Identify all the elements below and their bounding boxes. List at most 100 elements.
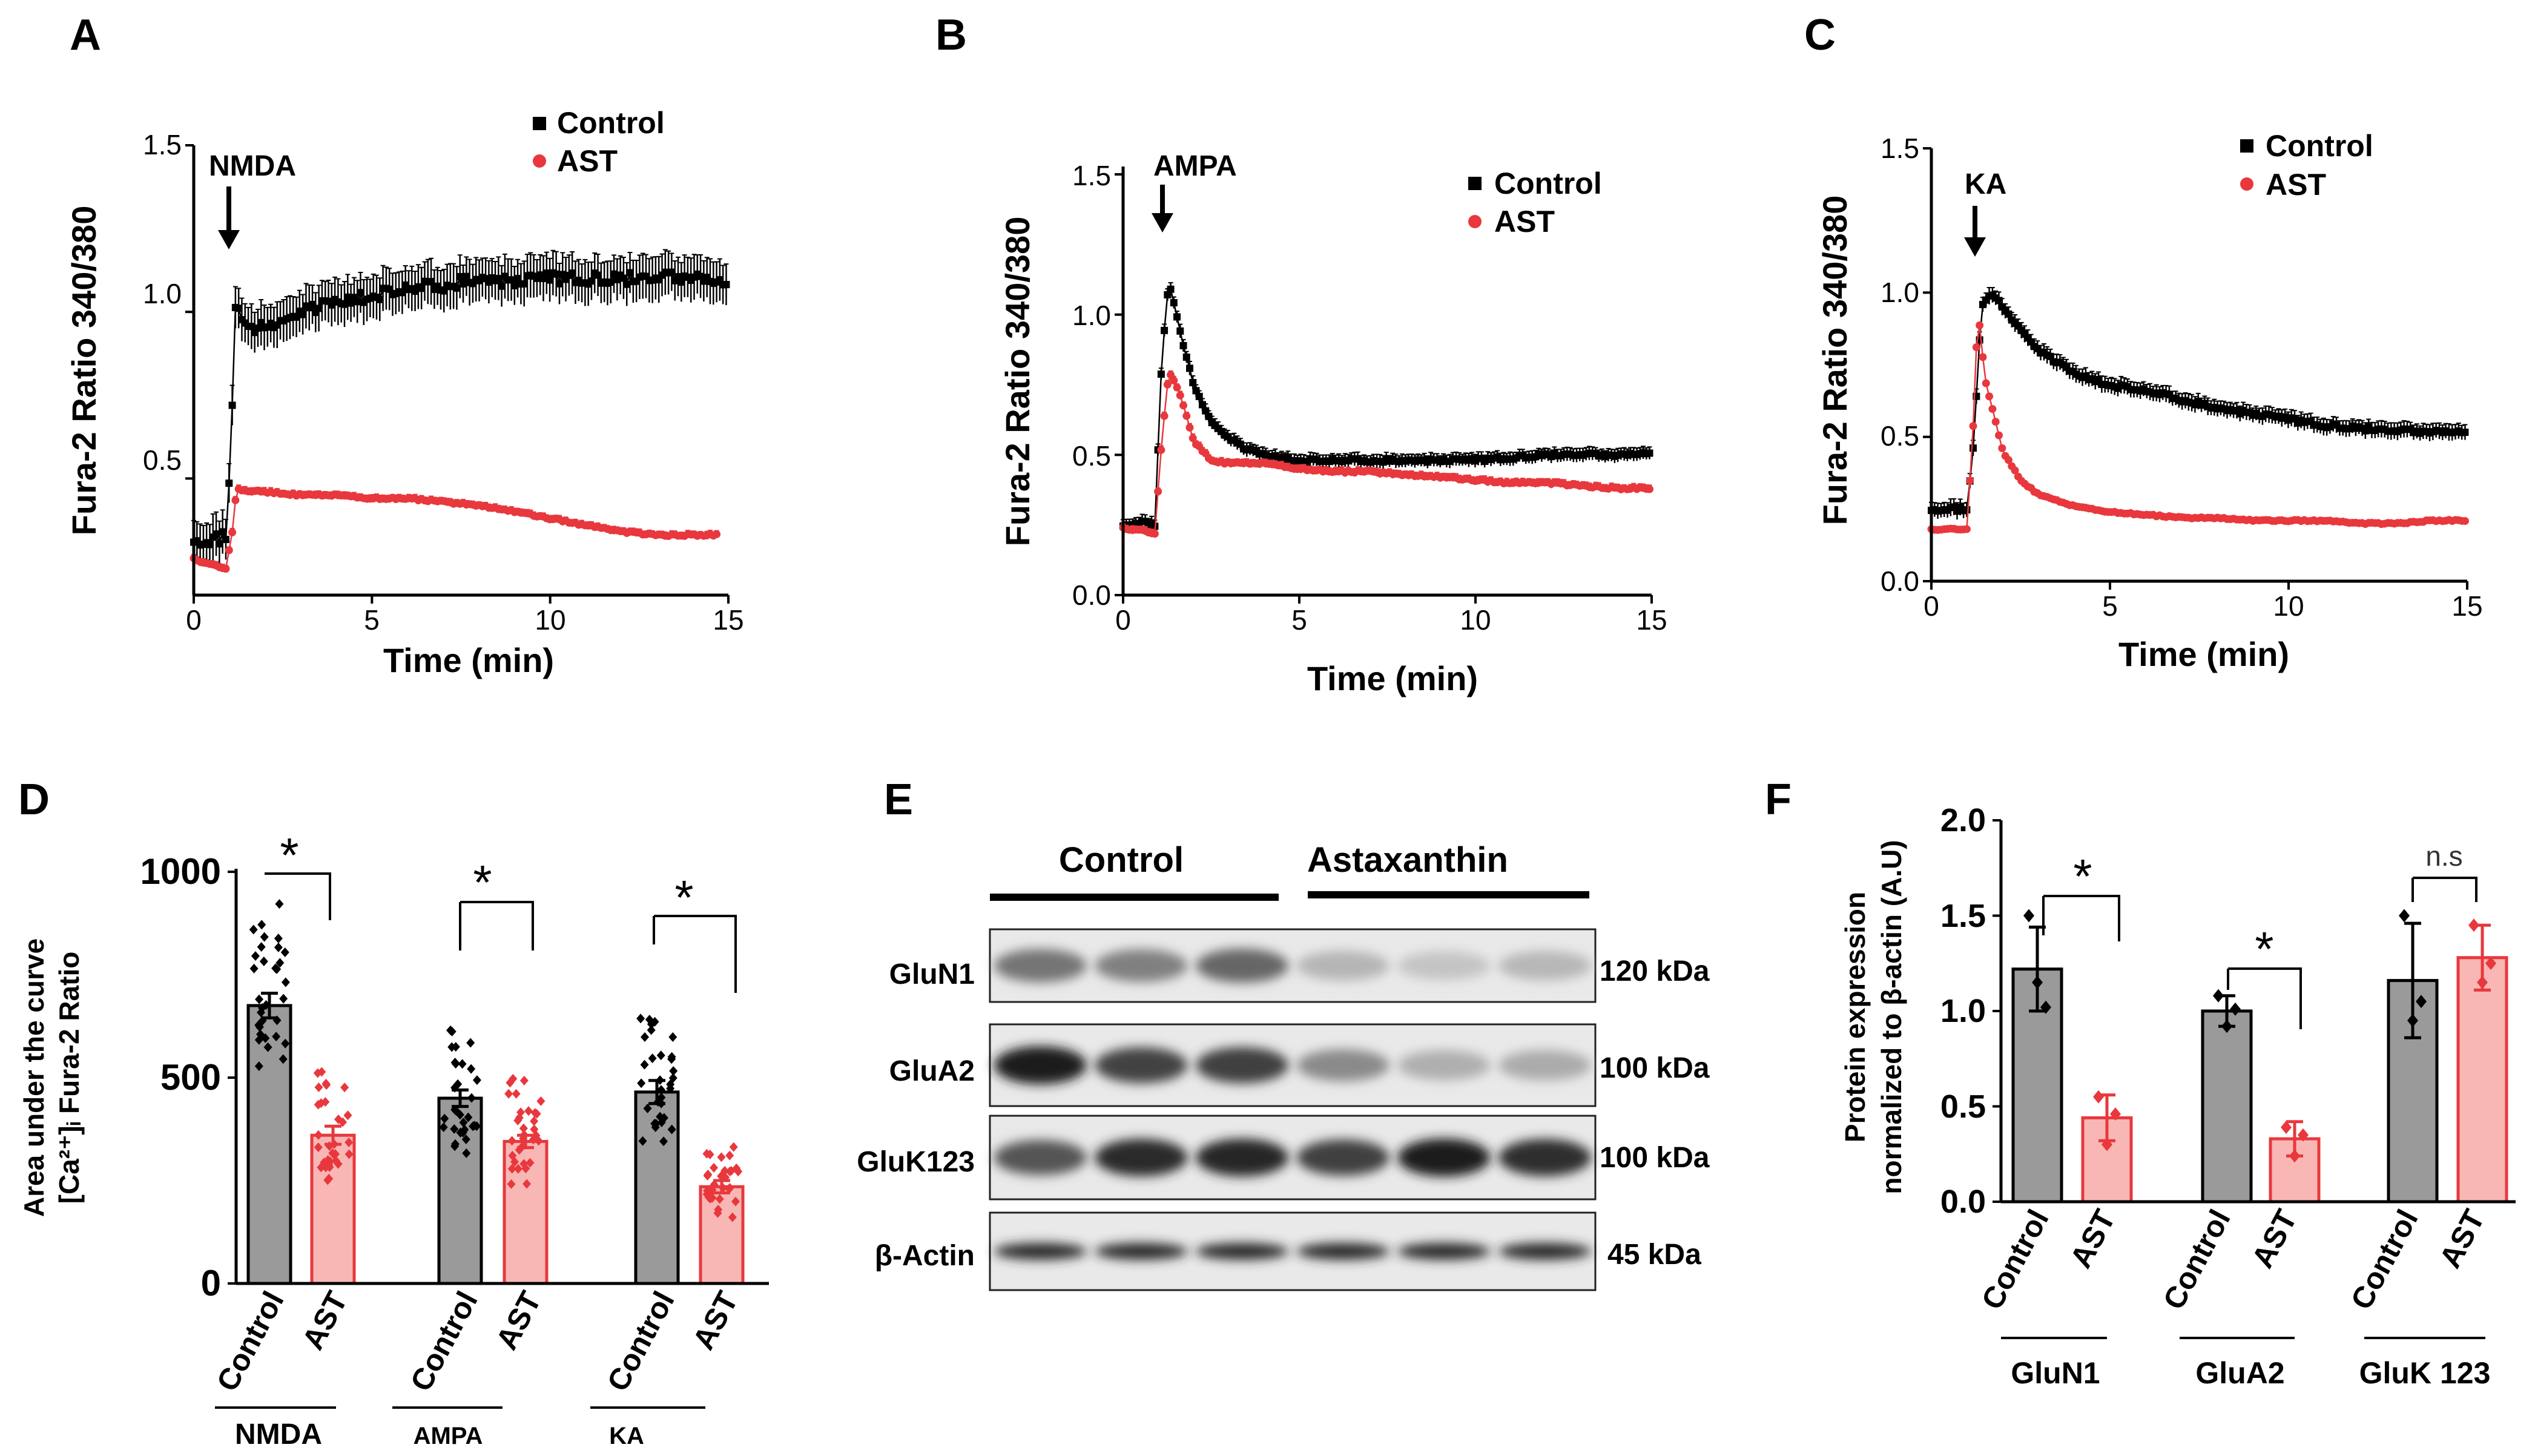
panel-b-x-tick: 10 <box>1460 604 1491 636</box>
data-point <box>314 1082 323 1092</box>
blot-band <box>1296 950 1389 981</box>
data-point-control <box>668 268 676 276</box>
data-point <box>461 1134 470 1144</box>
panel-c-y-tick: 0.0 <box>1881 565 1919 597</box>
panel-c-x-tick: 0 <box>1924 590 1939 622</box>
data-point-ast <box>1173 383 1181 392</box>
data-point-control <box>1173 313 1181 321</box>
panel-b-arrow-head <box>1152 213 1173 232</box>
data-point <box>470 1121 479 1131</box>
panel-a-x-tick: 5 <box>364 604 380 636</box>
blot-band <box>1498 950 1592 981</box>
data-point <box>340 1082 349 1093</box>
data-point <box>518 1141 527 1151</box>
data-point <box>343 1110 352 1121</box>
data-point <box>721 1172 730 1182</box>
data-point-control <box>626 269 634 277</box>
panel-d-y-tick: 1000 <box>140 851 221 892</box>
panel-c-annotation: KA <box>1965 168 2006 200</box>
data-point-ast <box>2461 517 2469 525</box>
data-point-ast <box>1985 392 1994 401</box>
data-point <box>258 1015 267 1026</box>
panel-b: 0 5 10 15 0.0 0.5 1.0 1.5 Time (min) Fur… <box>998 150 1667 697</box>
bar-ast <box>2456 956 2508 1204</box>
data-point <box>260 932 269 942</box>
data-point <box>344 1149 354 1159</box>
blot-band <box>1397 951 1491 980</box>
panel-f-group-label: GluK 123 <box>2359 1356 2491 1390</box>
data-point-control <box>546 276 554 284</box>
data-point <box>524 1106 533 1116</box>
data-point-ast <box>222 564 230 573</box>
data-point <box>704 1170 713 1180</box>
panel-d-sig-bracket <box>459 901 534 950</box>
data-point-ast <box>1995 431 2003 440</box>
panel-d-y-tick: 0 <box>201 1263 221 1303</box>
data-point <box>2093 1090 2104 1104</box>
blot-band <box>1397 1050 1491 1081</box>
data-point-control <box>677 278 685 286</box>
panel-f-y-label: normalized to β-actin (A.U) <box>1876 840 1907 1194</box>
data-point-control <box>1963 506 1971 514</box>
data-point-ast <box>1979 353 1987 361</box>
blot-band <box>1296 1049 1389 1081</box>
data-point <box>450 1124 459 1134</box>
data-point-control <box>456 272 464 280</box>
panel-d-significance: * <box>674 871 693 924</box>
data-point <box>2102 1138 2112 1151</box>
data-point-control <box>569 269 576 277</box>
data-point <box>725 1150 734 1161</box>
panel-letter-f: F <box>1765 776 1792 824</box>
panel-f-category-label: AST <box>2063 1204 2121 1274</box>
data-point <box>2281 1121 2292 1135</box>
panel-c-x-tick: 5 <box>2102 590 2118 622</box>
legend-control-icon <box>1468 177 1482 190</box>
data-point-control <box>507 276 515 284</box>
data-point-control <box>1192 387 1200 395</box>
data-point <box>255 994 264 1004</box>
panel-d: 0 500 1000 Area under the curve [Ca²⁺]ᵢ … <box>18 828 769 1451</box>
data-point <box>667 1054 676 1064</box>
panel-d-group-label: NMDA <box>235 1418 322 1451</box>
legend-ast-icon <box>533 154 546 168</box>
panel-letter-d: D <box>18 776 50 824</box>
data-point-control <box>427 278 435 286</box>
data-point-ast <box>1185 423 1194 432</box>
data-point-control <box>498 282 506 290</box>
panel-d-category-label: Control <box>601 1286 681 1397</box>
panel-d-marks <box>228 871 745 1285</box>
data-point-control <box>1202 407 1210 415</box>
panel-d-category-label: AST <box>295 1286 354 1356</box>
data-point-control <box>594 271 602 279</box>
panel-d-y-tick: 500 <box>160 1057 221 1098</box>
data-point-control <box>542 269 550 277</box>
data-point-ast <box>1976 321 1984 329</box>
panel-b-y-tick: 0.0 <box>1072 579 1111 611</box>
data-point <box>643 1103 652 1113</box>
panel-b-y-tick: 1.5 <box>1072 160 1111 191</box>
panel-d-y-label: [Ca²⁺]ᵢ Fura-2 Ratio <box>53 952 85 1204</box>
data-point <box>710 1179 719 1190</box>
blot-group-label-astaxanthin: Astaxanthin <box>1307 840 1508 880</box>
data-point <box>728 1212 737 1222</box>
data-point-control <box>1189 379 1197 387</box>
data-point-control <box>206 541 214 548</box>
panel-f-significance: * <box>2073 849 2092 903</box>
data-point-control <box>1185 364 1193 372</box>
data-point-control <box>1161 326 1169 334</box>
data-point <box>640 1059 649 1070</box>
data-point-control <box>1157 371 1165 378</box>
blot-band <box>1498 1243 1592 1260</box>
data-point <box>725 1182 734 1193</box>
panel-c-marks <box>1927 287 2469 534</box>
legend-control: Control <box>1494 166 1602 200</box>
data-point-ast <box>1646 485 1654 493</box>
data-point-control <box>1176 327 1184 335</box>
bar-control <box>246 1004 292 1285</box>
blot-size-label: 120 kDa <box>1600 955 1710 987</box>
data-point <box>440 1113 449 1124</box>
panel-b-y-tick: 1.0 <box>1072 300 1111 331</box>
legend-ast-icon <box>1468 215 1482 228</box>
panel-c-arrow-head <box>1964 237 1986 257</box>
data-point <box>636 1013 645 1024</box>
